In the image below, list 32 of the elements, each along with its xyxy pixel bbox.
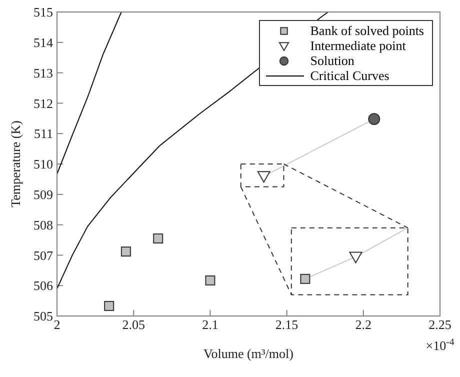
y-tick-label: 512 bbox=[34, 96, 53, 111]
x-tick-label: 2.2 bbox=[355, 317, 372, 332]
y-tick-label: 510 bbox=[34, 156, 53, 172]
point bbox=[153, 233, 164, 244]
line-series bbox=[57, 12, 122, 175]
point bbox=[368, 113, 380, 126]
x-tick-label: 2.1 bbox=[202, 317, 218, 332]
y-axis-title: Temperature (K) bbox=[8, 120, 23, 208]
text: ×10$^{-4}$ bbox=[426, 336, 454, 353]
y-tick-label: 506 bbox=[34, 278, 54, 294]
point bbox=[104, 300, 114, 311]
x-tick-label: 2.05 bbox=[122, 317, 145, 332]
point bbox=[349, 252, 362, 264]
y-tick-label: 508 bbox=[34, 217, 53, 232]
x-tick-label: 2.25 bbox=[428, 317, 452, 332]
point bbox=[120, 246, 131, 257]
y-tick-label: 507 bbox=[34, 248, 54, 263]
x-tick-label: 2.15 bbox=[275, 317, 298, 332]
legend-label: Critical Curves bbox=[310, 68, 390, 83]
point bbox=[300, 274, 310, 284]
y-tick-label: 511 bbox=[34, 126, 53, 142]
x-tick-label: 2 bbox=[54, 317, 60, 332]
point bbox=[205, 275, 216, 286]
legend-label: Intermediate point bbox=[310, 38, 406, 53]
y-tick-label: 509 bbox=[34, 187, 53, 202]
x-axis-title: Volume (m³/mol) bbox=[204, 346, 294, 361]
y-tick-label: 514 bbox=[34, 35, 54, 50]
y-tick-label: 515 bbox=[34, 4, 53, 20]
legend-label: Solution bbox=[310, 53, 354, 68]
legend-label: Bank of solved points bbox=[310, 23, 424, 38]
y-tick-label: 513 bbox=[34, 65, 53, 80]
y-tick-label: 505 bbox=[34, 308, 53, 324]
